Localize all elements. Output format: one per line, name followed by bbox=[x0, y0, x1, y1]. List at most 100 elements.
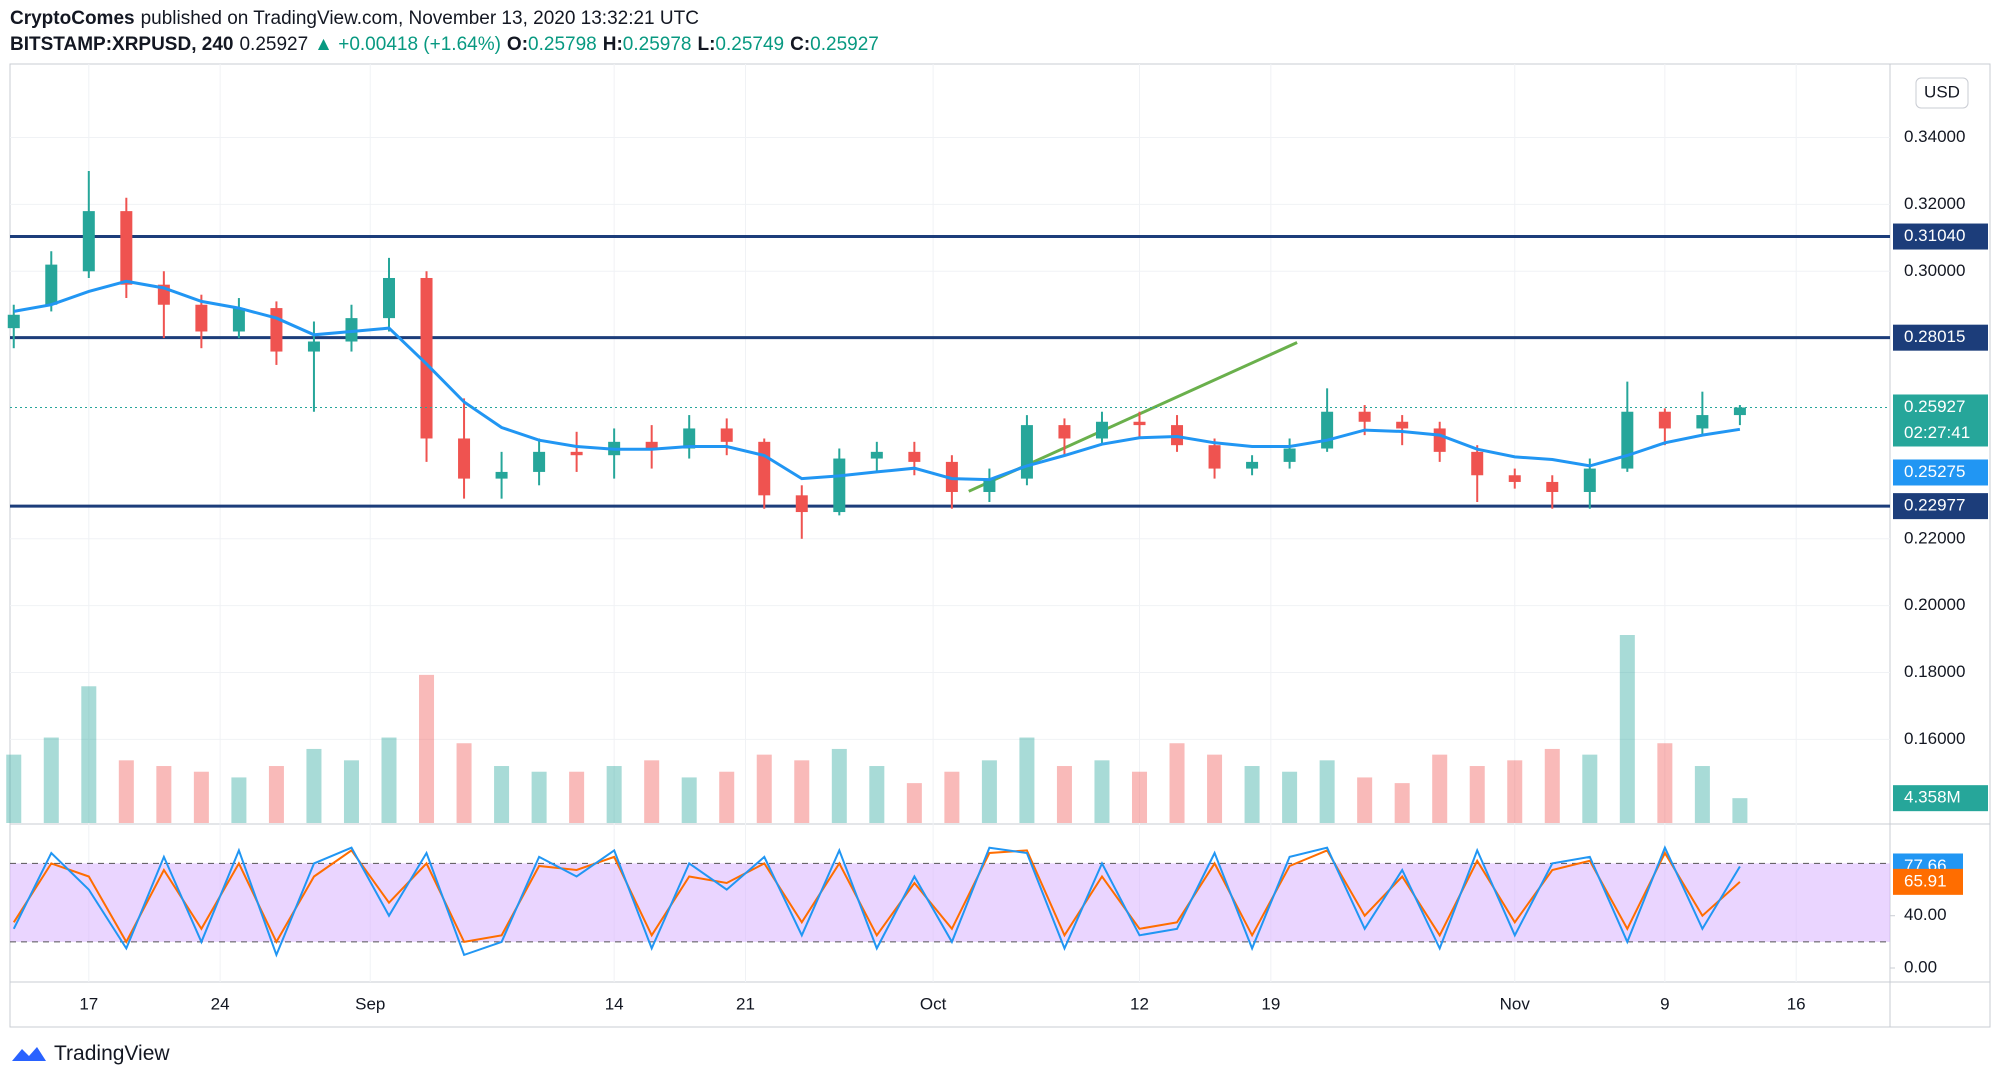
volume-bar bbox=[681, 777, 697, 823]
level-label-box bbox=[1893, 324, 1988, 351]
moving-average bbox=[13, 279, 1741, 482]
candle-body bbox=[1208, 445, 1221, 469]
high: 0.25978 bbox=[622, 34, 692, 55]
header: CryptoComes published on TradingView.com,… bbox=[10, 6, 879, 58]
volume-bar bbox=[531, 771, 547, 823]
x-tick-label: 12 bbox=[1130, 994, 1149, 1013]
candle-body bbox=[307, 341, 320, 352]
candle-body bbox=[1508, 475, 1521, 482]
candle-body bbox=[1058, 425, 1071, 439]
candle-body bbox=[45, 264, 58, 305]
stoch-tick-label: 0.00 bbox=[1904, 957, 1937, 976]
candle-body bbox=[1133, 421, 1146, 426]
candle-body bbox=[120, 211, 133, 285]
o-label: O: bbox=[506, 34, 529, 55]
candle-body bbox=[1583, 468, 1596, 492]
level-label-box bbox=[1893, 493, 1988, 520]
candle-body bbox=[383, 277, 396, 319]
candle-body bbox=[1621, 411, 1634, 469]
candle-body bbox=[645, 441, 658, 449]
y-tick-label: 0.18000 bbox=[1904, 662, 1965, 681]
y-tick-label: 0.20000 bbox=[1904, 595, 1965, 614]
candle-body bbox=[1358, 411, 1371, 422]
volume-bar bbox=[569, 771, 585, 823]
volume-bar bbox=[944, 771, 960, 823]
x-tick-label: Sep bbox=[355, 994, 385, 1013]
volume-label-box bbox=[1893, 785, 1988, 812]
volume-bar bbox=[1582, 754, 1598, 823]
x-tick-label: 14 bbox=[605, 994, 624, 1013]
candle-body bbox=[458, 438, 471, 479]
candle-body bbox=[1396, 421, 1409, 429]
volume-bar bbox=[1056, 766, 1072, 823]
close: 0.25927 bbox=[810, 34, 879, 55]
currency: USD bbox=[1924, 82, 1960, 101]
candle-body bbox=[7, 314, 20, 329]
current-price-label: 0.25927 bbox=[1904, 397, 1965, 416]
y-tick-label: 0.30000 bbox=[1904, 261, 1965, 280]
volume-bar bbox=[419, 674, 435, 823]
candle-body bbox=[533, 451, 546, 472]
candle-body bbox=[1658, 411, 1671, 429]
x-tick-label: 17 bbox=[79, 994, 98, 1013]
candle-body bbox=[908, 451, 921, 462]
currency-badge[interactable] bbox=[1915, 77, 1969, 109]
candle-body bbox=[82, 211, 95, 272]
published: published on TradingView.com, November 1… bbox=[140, 8, 699, 29]
x-tick-label: Nov bbox=[1500, 994, 1531, 1013]
c-label: C: bbox=[790, 34, 811, 55]
y-tick-label: 0.16000 bbox=[1904, 729, 1965, 748]
volume-bar bbox=[869, 766, 885, 823]
volume-bar bbox=[193, 771, 209, 823]
candle-body bbox=[683, 428, 696, 449]
logo-text: TradingView bbox=[54, 1042, 170, 1065]
y-tick-label: 0.22000 bbox=[1904, 528, 1965, 547]
candle-body bbox=[570, 451, 583, 456]
candle-body bbox=[870, 451, 883, 459]
stoch-tick-label: 40.00 bbox=[1904, 905, 1947, 924]
volume-label: 4.358M bbox=[1904, 788, 1961, 807]
ma-label-box bbox=[1893, 459, 1988, 486]
candle-body bbox=[945, 461, 958, 492]
volume-bar bbox=[1394, 783, 1410, 823]
volume-bar bbox=[1507, 760, 1523, 823]
candle-body bbox=[1433, 428, 1446, 452]
x-tick-label: 21 bbox=[736, 994, 755, 1013]
candle-body bbox=[1020, 425, 1033, 479]
volume-bar bbox=[1694, 766, 1710, 823]
volume-bar bbox=[1432, 754, 1448, 823]
header-line-1: CryptoComes published on TradingView.com,… bbox=[10, 6, 879, 32]
x-tick-label: 16 bbox=[1787, 994, 1806, 1013]
candle-body bbox=[1471, 451, 1484, 476]
header-line-2: BITSTAMP:XRPUSD, 240 0.25927 ▲ +0.00418 (+… bbox=[10, 32, 879, 58]
volume-bar bbox=[268, 766, 284, 823]
x-tick-label: Oct bbox=[920, 994, 947, 1013]
candle-body bbox=[1321, 411, 1334, 449]
y-tick-label: 0.34000 bbox=[1904, 127, 1965, 146]
ma-label: 0.25275 bbox=[1904, 462, 1965, 481]
volume-bar bbox=[1282, 771, 1298, 823]
volume-bar bbox=[1131, 771, 1148, 823]
volume-bar bbox=[1657, 743, 1673, 823]
candle-body bbox=[833, 458, 846, 513]
volume-bar bbox=[1207, 754, 1223, 823]
level-label: 0.22977 bbox=[1904, 496, 1965, 515]
volume-bar bbox=[1019, 737, 1035, 823]
volume-bar bbox=[831, 748, 847, 823]
candle-body bbox=[1733, 407, 1746, 416]
volume-bar bbox=[1244, 766, 1260, 823]
volume-bar bbox=[1619, 635, 1635, 823]
candle-body bbox=[795, 495, 808, 513]
l-label: L: bbox=[697, 34, 716, 55]
volume-bar bbox=[1357, 777, 1373, 823]
volume-bar bbox=[719, 771, 735, 823]
author: CryptoComes bbox=[10, 8, 135, 29]
candle-body bbox=[232, 308, 245, 332]
volume-bar bbox=[381, 737, 397, 823]
candle-body bbox=[758, 441, 771, 496]
open: 0.25798 bbox=[528, 34, 597, 55]
stoch-line bbox=[12, 845, 1741, 958]
volume-bar bbox=[343, 760, 359, 823]
volume-bar bbox=[1319, 760, 1335, 823]
